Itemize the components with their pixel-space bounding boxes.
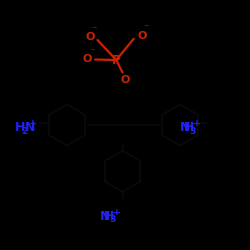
Text: 3: 3 (109, 215, 116, 224)
Text: +: + (29, 120, 37, 128)
Text: +: + (193, 120, 201, 128)
Text: +: + (113, 208, 121, 217)
Text: O: O (85, 32, 95, 42)
Text: H: H (184, 121, 194, 134)
Text: N: N (100, 210, 110, 223)
Text: ⁻: ⁻ (92, 25, 97, 35)
Text: O: O (83, 54, 92, 64)
Text: H: H (104, 210, 115, 223)
Text: H: H (15, 121, 26, 134)
Text: 3: 3 (189, 126, 196, 136)
Text: P: P (112, 54, 120, 66)
Text: ⁻: ⁻ (89, 47, 94, 57)
Text: O: O (137, 31, 146, 41)
Text: N: N (180, 121, 190, 134)
Text: ⁻: ⁻ (144, 24, 149, 34)
Text: N: N (24, 121, 35, 134)
Text: 2: 2 (21, 126, 28, 136)
Text: O: O (121, 75, 130, 85)
